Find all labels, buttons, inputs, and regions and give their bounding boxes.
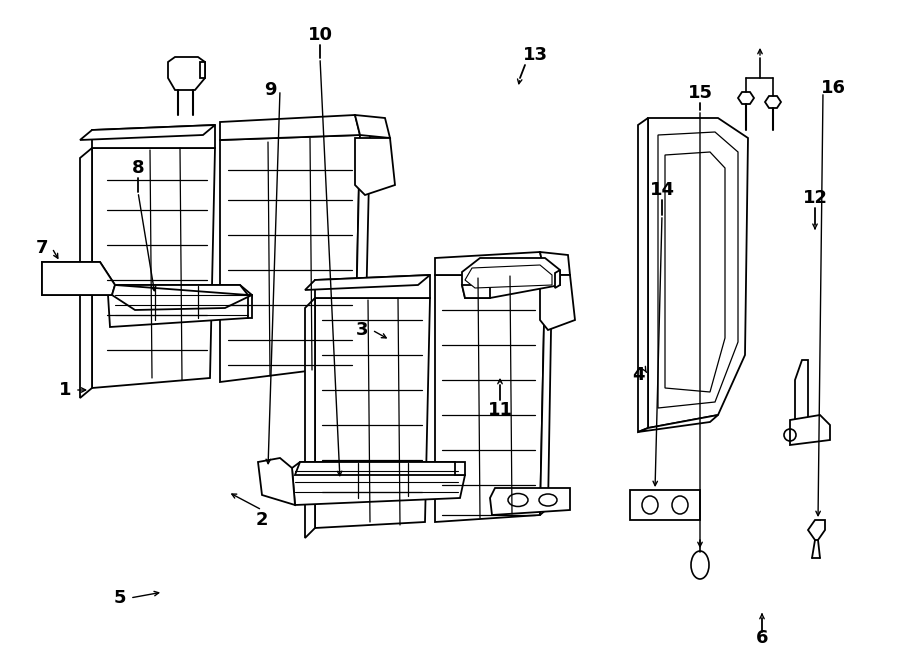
Text: 10: 10 xyxy=(308,26,332,44)
Polygon shape xyxy=(92,148,215,388)
Polygon shape xyxy=(305,275,430,290)
Polygon shape xyxy=(455,462,465,475)
Polygon shape xyxy=(315,298,430,528)
Polygon shape xyxy=(555,270,560,288)
Polygon shape xyxy=(808,520,825,540)
Polygon shape xyxy=(108,285,248,295)
Polygon shape xyxy=(795,360,808,425)
Text: 3: 3 xyxy=(356,321,368,339)
Polygon shape xyxy=(630,490,700,520)
Polygon shape xyxy=(80,125,215,140)
Text: 9: 9 xyxy=(264,81,276,99)
Polygon shape xyxy=(220,115,360,140)
Text: 16: 16 xyxy=(821,79,845,97)
Polygon shape xyxy=(292,462,465,505)
Polygon shape xyxy=(462,285,490,298)
Text: 1: 1 xyxy=(58,381,71,399)
Text: 4: 4 xyxy=(632,366,644,384)
Text: 15: 15 xyxy=(688,84,713,102)
Polygon shape xyxy=(540,252,570,275)
Polygon shape xyxy=(790,415,830,445)
Polygon shape xyxy=(220,135,360,382)
Polygon shape xyxy=(435,275,545,522)
Polygon shape xyxy=(295,462,465,475)
Polygon shape xyxy=(108,285,252,327)
Polygon shape xyxy=(258,458,295,505)
Text: 8: 8 xyxy=(131,159,144,177)
Text: 14: 14 xyxy=(650,181,674,199)
Polygon shape xyxy=(638,118,648,432)
Polygon shape xyxy=(462,258,560,298)
Polygon shape xyxy=(80,148,92,398)
Polygon shape xyxy=(435,252,545,275)
Polygon shape xyxy=(465,265,552,288)
Polygon shape xyxy=(490,488,570,515)
Polygon shape xyxy=(248,295,252,318)
Polygon shape xyxy=(658,132,738,408)
Polygon shape xyxy=(42,262,115,295)
Polygon shape xyxy=(665,152,725,392)
Text: 2: 2 xyxy=(256,511,268,529)
Text: 6: 6 xyxy=(756,629,769,647)
Polygon shape xyxy=(92,125,215,148)
Text: 5: 5 xyxy=(113,589,126,607)
Text: 12: 12 xyxy=(803,189,827,207)
Polygon shape xyxy=(355,115,390,138)
Polygon shape xyxy=(200,62,205,78)
Polygon shape xyxy=(355,138,395,195)
Text: 7: 7 xyxy=(36,239,49,257)
Polygon shape xyxy=(648,118,748,428)
Text: 11: 11 xyxy=(488,401,512,419)
Polygon shape xyxy=(638,415,718,432)
Polygon shape xyxy=(112,285,252,310)
Polygon shape xyxy=(540,272,552,515)
Polygon shape xyxy=(738,92,754,104)
Polygon shape xyxy=(540,275,575,330)
Polygon shape xyxy=(765,96,781,108)
Text: 13: 13 xyxy=(523,46,547,64)
Polygon shape xyxy=(315,275,430,298)
Polygon shape xyxy=(305,298,315,538)
Polygon shape xyxy=(168,57,205,90)
Polygon shape xyxy=(42,262,115,295)
Polygon shape xyxy=(355,135,370,365)
